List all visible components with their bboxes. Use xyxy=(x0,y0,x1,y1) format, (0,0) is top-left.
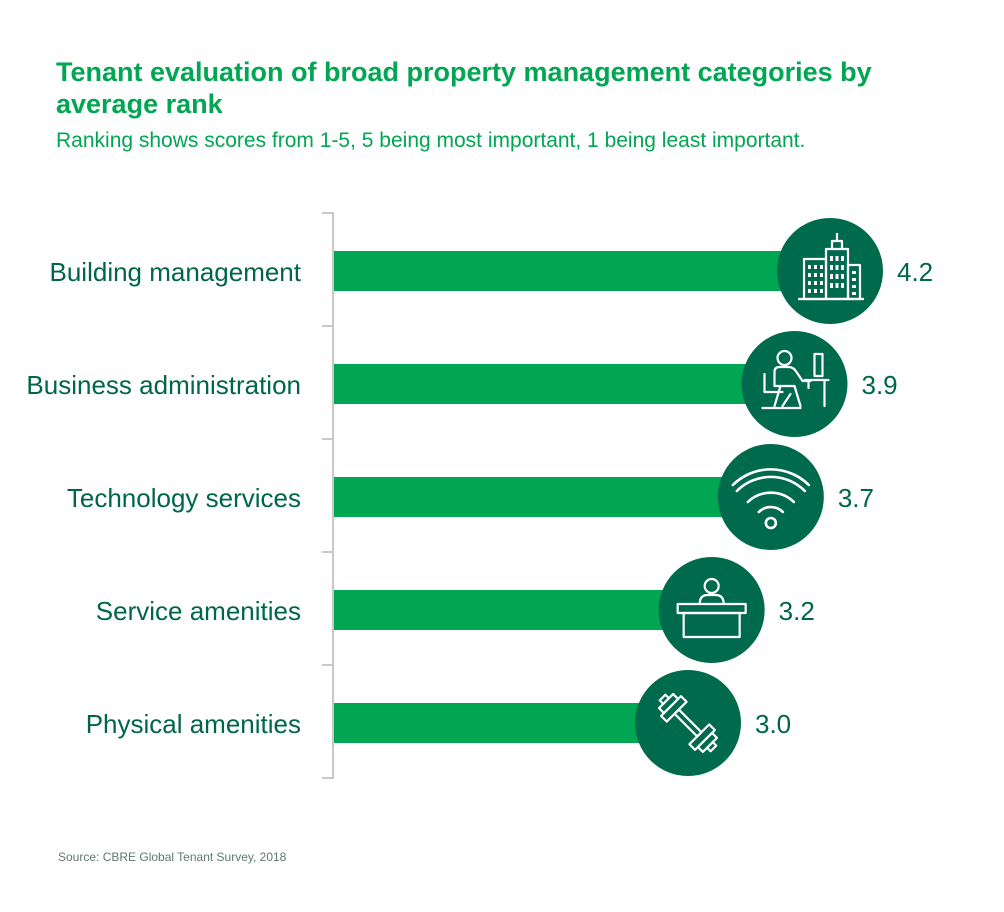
office-building-icon xyxy=(777,218,883,324)
bar xyxy=(334,590,712,630)
bar xyxy=(334,703,688,743)
category-label: Technology services xyxy=(67,483,301,513)
category-label: Building management xyxy=(50,257,302,287)
category-label: Physical amenities xyxy=(86,709,301,739)
data-label: 3.7 xyxy=(838,483,874,513)
bar xyxy=(334,251,830,291)
chart-subtitle: Ranking shows scores from 1-5, 5 being m… xyxy=(56,129,806,152)
bar xyxy=(334,477,771,517)
reception-desk-icon xyxy=(658,557,765,663)
bar xyxy=(334,364,795,404)
office-worker-desk-icon xyxy=(741,331,848,437)
data-label: 3.9 xyxy=(862,370,898,400)
category-label: Service amenities xyxy=(96,596,301,626)
y-axis-line xyxy=(322,212,334,779)
category-label: Business administration xyxy=(26,370,301,400)
chart-title: Tenant evaluation of broad property mana… xyxy=(56,57,872,119)
data-label: 3.2 xyxy=(779,596,815,626)
data-label: 4.2 xyxy=(897,257,933,287)
wifi-icon xyxy=(717,444,824,550)
dumbbell-icon xyxy=(635,670,741,776)
data-label: 3.0 xyxy=(755,709,791,739)
source-note: Source: CBRE Global Tenant Survey, 2018 xyxy=(58,850,287,864)
